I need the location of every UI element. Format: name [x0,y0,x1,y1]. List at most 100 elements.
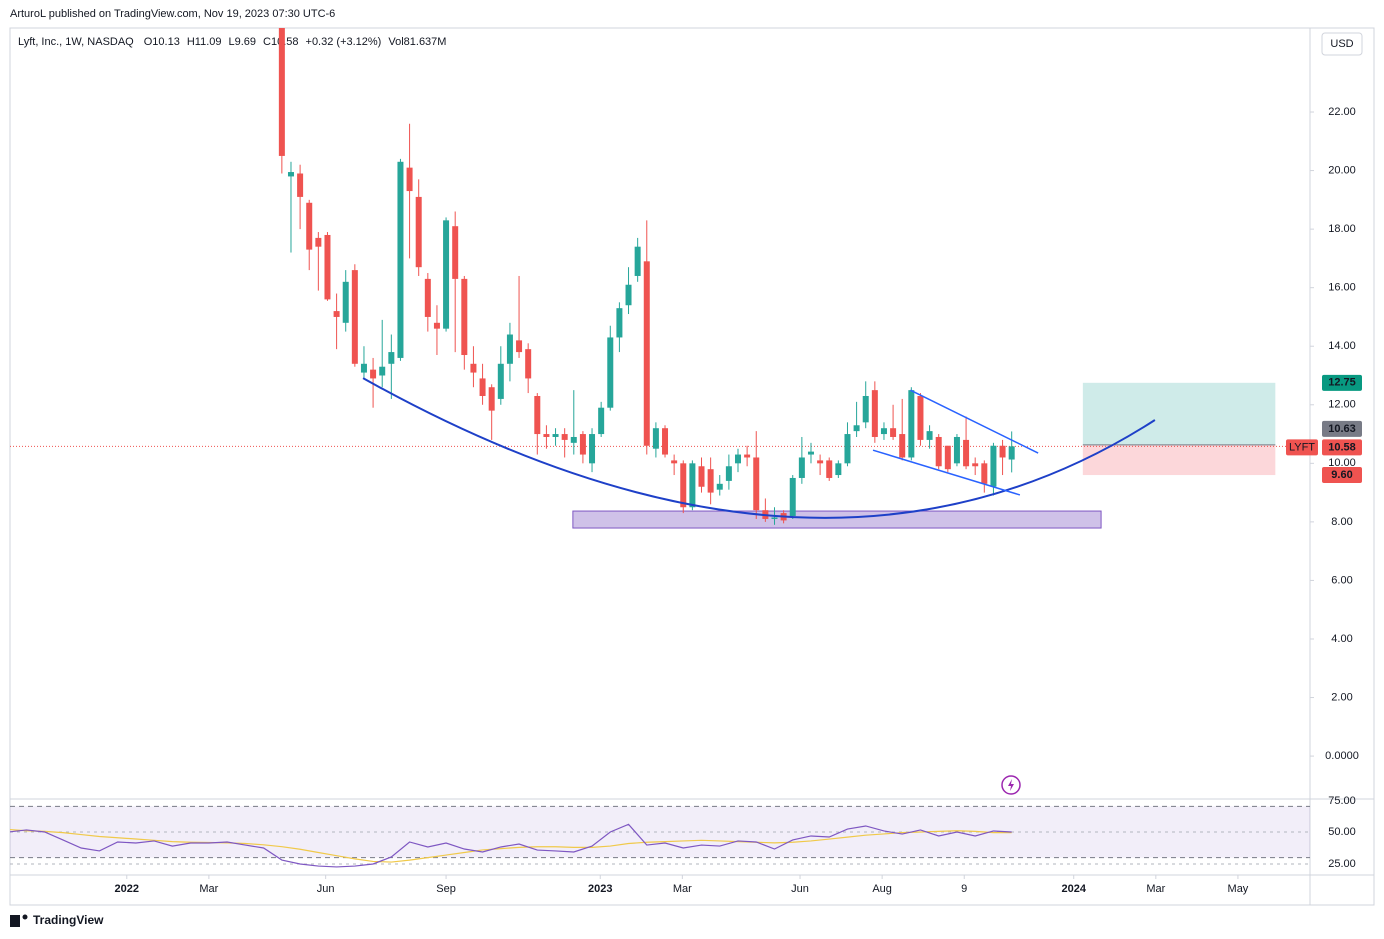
last-price-label: 10.58 [1328,441,1356,453]
candle-body [1008,446,1015,460]
stop-label: 9.60 [1331,469,1352,481]
y-tick-label: 6.00 [1331,574,1352,586]
x-tick-label: Jun [791,883,809,895]
candle-body [890,428,897,437]
candle-body [360,363,367,373]
y-tick-label: 20.00 [1328,164,1356,176]
stop-label-box [1322,467,1362,484]
rsi-tick-label: 50.00 [1328,826,1356,838]
candle-body [497,363,504,399]
candle-body [607,337,614,408]
logo-mark [10,915,20,927]
y-tick-label: 18.00 [1328,223,1356,235]
arc-drawing [362,377,1156,519]
candle-body [725,466,732,481]
candle-body [944,445,951,470]
rsi-pane [10,805,1310,868]
x-tick-label: 2024 [1061,883,1086,895]
candle-body [351,270,358,364]
candle-body [990,445,997,487]
entry-label: 10.63 [1328,423,1356,435]
y-tick-label: 12.00 [1328,399,1356,411]
candle-body [908,390,915,458]
candle-body [570,436,577,443]
candle-body [835,463,842,476]
candle-body [744,454,751,458]
candle-body [552,434,559,437]
candle-body [771,517,778,519]
legend-value: H11.09 [187,36,222,48]
last-price-label-box [1322,439,1362,456]
footer-logo: TradingView [10,913,104,927]
candle-body [424,278,431,317]
candle-body [598,407,605,435]
candle-body [652,428,659,449]
candle-body [479,378,486,396]
legend: Lyft, Inc., 1W, NASDAQ O10.13 H11.09 L9.69… [18,36,446,48]
candle-body [433,322,440,329]
currency-button[interactable] [1321,32,1363,56]
candle-body [461,278,468,356]
rsi-tick-label: 25.00 [1328,858,1356,870]
candle-body [707,469,714,493]
rsi-ma-line [10,828,1012,863]
candle-body [643,261,650,446]
entry-label-box [1322,420,1362,437]
candle-body [735,454,741,464]
target-label: 12.75 [1328,377,1356,389]
candle-body [853,425,860,432]
candle-body [534,395,541,435]
x-tick-label: 2023 [588,883,612,895]
candle-body [625,284,632,306]
candle-body [415,196,422,268]
candle-body [926,431,933,440]
candle-body [397,161,404,358]
x-tick-label: Mar [199,883,218,895]
y-tick-label: 2.00 [1331,691,1352,703]
candle-body [634,246,641,276]
y-tick-label: 8.00 [1331,516,1352,528]
currency[interactable]: USD [1330,38,1353,50]
candle-body [543,434,550,437]
x-tick-label: Jun [317,883,335,895]
candle-body [616,308,623,338]
y-tick-label: 22.00 [1328,106,1356,118]
candle-body [753,457,760,511]
symbol-tag-box [1286,439,1318,456]
x-tick-label: 9 [961,883,967,895]
legend-value: O10.13 [144,36,180,48]
x-tick-label: Aug [872,883,892,895]
legend-value: L9.69 [229,36,257,48]
candle-body [333,311,340,317]
candle-body [826,460,833,478]
logo-dot [22,914,28,920]
support-zone [572,510,1102,529]
candle-body [516,340,523,353]
target-label-box [1322,374,1362,391]
legend-value: Vol81.637M [388,36,446,48]
candle-body [525,349,532,379]
rsi-tick-label: 75.00 [1328,795,1356,807]
alert-bolt[interactable] [1008,779,1014,791]
alert-icon[interactable] [1001,775,1021,795]
candle-body [871,390,878,437]
candle-body [406,167,413,192]
candle-body [589,434,596,464]
candle-body [899,434,906,458]
candle-body [981,463,988,484]
price-pane [10,28,1310,529]
y-tick-label: 14.00 [1328,340,1356,352]
frame [9,27,1375,906]
candle-body [342,281,349,323]
candle-body [862,395,869,423]
legend-value: +0.32 (+3.12%) [306,36,382,48]
candle-body [488,387,495,411]
x-tick-label: May [1228,883,1249,895]
x-tick-label: Sep [436,883,456,895]
candle-body [698,466,705,487]
symbol: Lyft, Inc., 1W, NASDAQ [18,36,134,48]
x-tick-label: 2022 [115,883,139,895]
y-tick-label: 10.00 [1328,457,1356,469]
candle-body [370,369,377,379]
